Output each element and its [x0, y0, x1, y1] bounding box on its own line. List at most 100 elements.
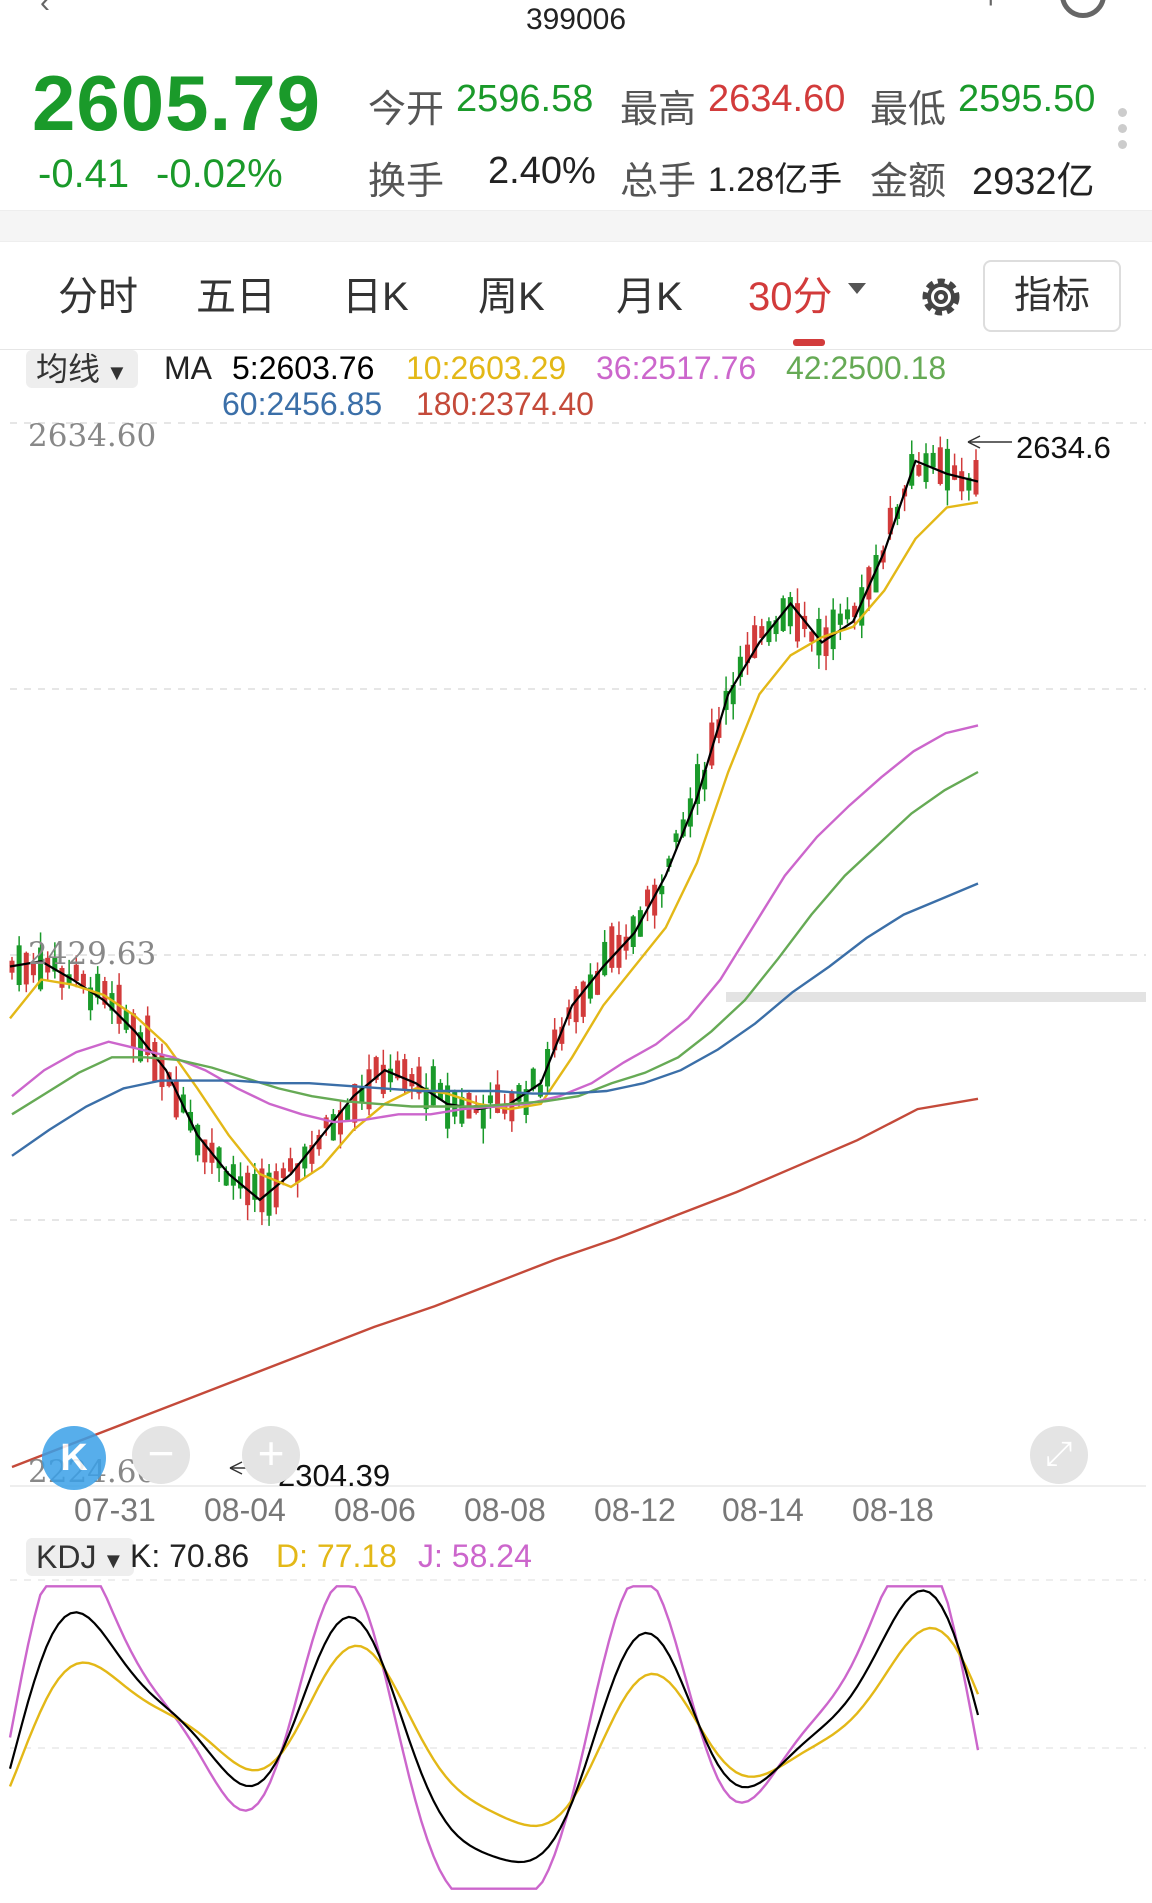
candle-body — [66, 974, 72, 985]
amount-label: 金额 — [870, 161, 947, 203]
ma-selector[interactable]: 均线 ▼ — [26, 350, 138, 388]
ma-line-ma60 — [11, 882, 979, 1157]
ma5-value: 5:2603.76 — [232, 350, 375, 386]
candle-body — [280, 1168, 286, 1178]
candle-body — [759, 626, 765, 639]
candle-body — [180, 1094, 186, 1113]
zoom-out-button[interactable]: − — [132, 1426, 190, 1484]
candle-body — [930, 452, 936, 468]
candle-body — [216, 1147, 222, 1169]
add-icon[interactable]: + — [982, 0, 1000, 16]
candle-body — [645, 889, 651, 907]
candle-body — [366, 1069, 372, 1110]
candle-body — [844, 609, 850, 620]
candle-body — [573, 989, 579, 1023]
candle-body — [809, 631, 815, 642]
date-label: 07-31 — [74, 1492, 156, 1528]
tab-daily-k[interactable]: 日K — [342, 275, 409, 319]
price-change: -0.41 — [38, 152, 130, 196]
candle-body — [173, 1079, 179, 1118]
tab-intraday[interactable]: 分时 — [58, 275, 138, 319]
expand-icon[interactable]: ⤢ — [1030, 1426, 1088, 1484]
tab-divider — [0, 349, 1152, 350]
candle-body — [623, 936, 629, 951]
candle-body — [423, 1087, 429, 1110]
candle-body — [580, 981, 586, 1017]
candle-body — [944, 448, 950, 491]
candle-body — [416, 1066, 422, 1094]
candle-body — [744, 644, 750, 664]
indicator-button[interactable]: 指标 — [983, 260, 1121, 332]
candle-body — [252, 1173, 258, 1200]
candle-body — [380, 1064, 386, 1094]
candle-body — [952, 465, 958, 480]
candle-body — [166, 1072, 172, 1087]
active-tab-indicator — [793, 339, 825, 346]
candle-body — [966, 477, 972, 491]
kdj-selector[interactable]: KDJ ▼ — [26, 1538, 135, 1576]
candle-body — [787, 597, 793, 627]
zoom-in-button[interactable]: + — [242, 1426, 300, 1484]
date-label: 08-12 — [594, 1492, 676, 1528]
chevron-down-icon[interactable] — [848, 283, 866, 294]
candle-body — [916, 464, 922, 476]
more-dots-icon[interactable] — [1118, 108, 1128, 152]
candle-body — [873, 554, 879, 593]
candle-body — [52, 957, 58, 972]
candle-body — [680, 819, 686, 837]
tab-weekly-k[interactable]: 周K — [478, 275, 545, 319]
ma-line-ma5 — [9, 459, 979, 1202]
ma60-value: 60:2456.85 — [222, 386, 383, 422]
axis-top-label: 2634.60 — [28, 418, 157, 454]
kdj-d-line — [8, 1626, 980, 1828]
candle-body — [552, 1029, 558, 1051]
date-label: 08-06 — [334, 1492, 416, 1528]
candle-body — [59, 968, 65, 988]
ma-lines — [9, 459, 979, 1469]
ma-selector-label: 均线 — [36, 351, 101, 387]
tab-five-day[interactable]: 五日 — [196, 275, 276, 319]
candle-body — [595, 970, 601, 995]
volume-value: 1.28亿手 — [708, 161, 843, 199]
candle-body — [195, 1124, 201, 1156]
open-value: 2596.58 — [456, 78, 594, 120]
candle-body — [709, 722, 715, 766]
candle-body — [38, 947, 44, 990]
stock-code: 399006 — [525, 3, 627, 36]
candle-body — [559, 1026, 565, 1044]
turnover-value: 2.40% — [488, 150, 596, 192]
candle-body — [295, 1163, 301, 1183]
k-logo-button[interactable]: K — [42, 1426, 106, 1490]
candle-body — [23, 952, 29, 985]
kdj-k-line — [8, 1589, 980, 1864]
candle-body — [238, 1176, 244, 1189]
high-value: 2634.60 — [708, 78, 846, 120]
tab-monthly-k[interactable]: 月K — [616, 275, 683, 319]
ma-prefix: MA — [164, 350, 212, 386]
candle-body — [402, 1059, 408, 1090]
candle-body — [95, 973, 101, 998]
low-value: 2595.50 — [958, 78, 1096, 120]
candle-body — [395, 1060, 401, 1079]
candle-body — [630, 916, 636, 948]
candle-body — [138, 1032, 144, 1062]
tab-30min[interactable]: 30分 — [748, 275, 833, 319]
candle-body — [737, 656, 743, 678]
candle-body — [887, 507, 893, 535]
date-label: 08-08 — [464, 1492, 546, 1528]
ma-line-ma42 — [11, 770, 979, 1116]
kdj-j-value: J: 58.24 — [418, 1538, 532, 1574]
gear-icon[interactable] — [916, 272, 966, 322]
candle-body — [602, 941, 608, 976]
candle-body — [480, 1105, 486, 1129]
back-icon[interactable]: ‹ — [40, 0, 50, 19]
candle-body — [752, 625, 758, 658]
ma10-value: 10:2603.29 — [406, 350, 567, 386]
high-label: 最高 — [620, 89, 697, 131]
volume-label: 总手 — [620, 161, 697, 203]
candle-body — [352, 1083, 358, 1123]
candle-body — [780, 598, 786, 631]
open-label: 今开 — [368, 89, 445, 131]
high-arrow-icon — [967, 435, 1012, 449]
